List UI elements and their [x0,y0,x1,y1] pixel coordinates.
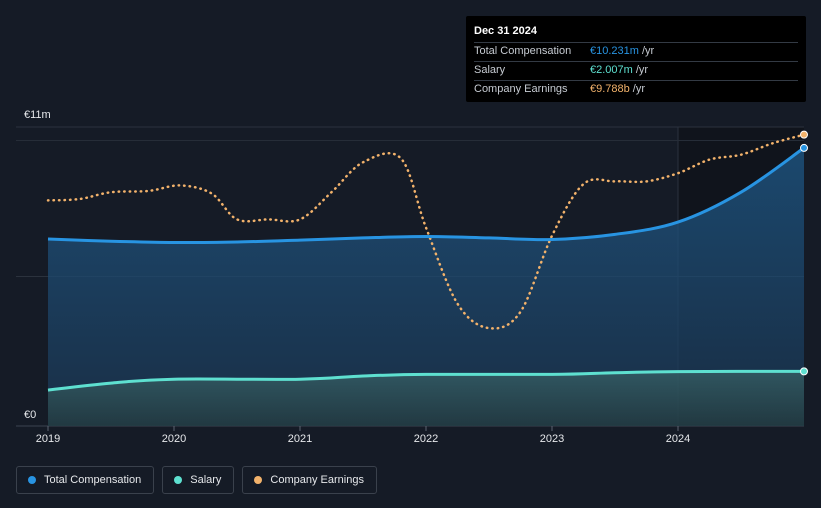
tooltip-label: Company Earnings [474,83,568,95]
tooltip-unit: /yr [635,64,649,76]
total-compensation-area [48,147,804,426]
tooltip-unit: /yr [632,83,645,95]
company-earnings-end-marker [800,130,808,139]
area-layer [48,147,804,426]
salary-area [48,371,804,426]
x-tick-label: 2021 [288,433,312,445]
company-earnings-dot-icon [254,476,263,484]
legend-label: Total Compensation [44,474,142,486]
legend-label: Salary [190,474,222,486]
x-axis: 2019 2020 2021 2022 2023 2024 [36,426,690,445]
x-tick-label: 2024 [666,433,690,445]
tooltip-value: €9.788b [590,83,630,95]
y-axis: €0 €11m [24,109,51,421]
tooltip-date: Dec 31 2024 [474,25,537,37]
legend-item-salary[interactable]: Salary [162,466,235,494]
total-compensation-line [47,146,805,245]
company-earnings-line [46,133,806,330]
end-markers [800,130,808,376]
tooltip-value: €2.007m [590,64,633,76]
legend-item-total-compensation[interactable]: Total Compensation [16,466,155,494]
tooltip-row-total-compensation: Total Compensation €10.231m /yr [474,42,798,61]
tooltip-label: Salary [474,64,506,76]
tooltip-row-company-earnings: Company Earnings €9.788b /yr [474,80,798,99]
x-tick-label: 2022 [414,433,438,445]
salary-dot-icon [174,476,183,484]
y-tick-label: €11m [24,109,51,121]
x-tick-label: 2020 [162,433,186,445]
tooltip-label: Total Compensation [474,45,572,57]
x-tick-label: 2023 [540,433,564,445]
tooltip: Dec 31 2024 Total Compensation €10.231m … [466,16,806,102]
tooltip-value: €10.231m [590,45,639,57]
total-compensation-end-marker [800,143,808,152]
tooltip-row-salary: Salary €2.007m /yr [474,61,798,80]
y-tick-label: €0 [24,409,36,421]
salary-line [47,369,805,392]
salary-end-marker [800,367,808,376]
legend: Total Compensation Salary Company Earnin… [16,466,377,494]
legend-item-company-earnings[interactable]: Company Earnings [242,466,377,494]
total-compensation-dot-icon [28,476,36,484]
legend-label: Company Earnings [270,474,364,486]
x-tick-label: 2019 [36,433,60,445]
line-layer [46,133,806,392]
tooltip-unit: /yr [641,45,655,57]
